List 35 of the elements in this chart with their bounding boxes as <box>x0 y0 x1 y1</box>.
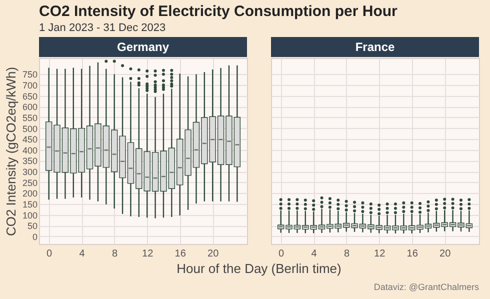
x-tick-label: 8 <box>344 248 350 260</box>
chart-title: CO2 Intensity of Electricity Consumption per Hour <box>39 3 398 20</box>
y-tick-label: 750 <box>22 70 38 80</box>
x-tick-label: 0 <box>278 248 285 260</box>
x-tick-label: 4 <box>311 248 318 260</box>
y-tick-label: 450 <box>22 134 38 145</box>
y-tick-label: 400 <box>22 145 38 156</box>
x-tick-label: 0 <box>46 248 53 260</box>
y-tick-label: 350 <box>22 156 38 166</box>
y-tick-label: 100 <box>22 210 38 220</box>
x-tick-label: 20 <box>208 248 220 260</box>
x-tick-label: 4 <box>79 248 86 260</box>
y-tick-label: 550 <box>22 112 38 123</box>
x-tick-label: 12 <box>142 248 154 260</box>
y-tick-label: 300 <box>22 167 38 178</box>
text: France <box>355 40 395 54</box>
x-tick-label: 8 <box>112 248 118 260</box>
text: Germany <box>116 40 170 54</box>
y-tick-label: 0 <box>32 232 38 242</box>
y-axis-title: CO2 Intensity (gCO2eq/kWh) <box>3 66 18 236</box>
y-tick-label: 700 <box>22 80 38 91</box>
x-tick-label: 16 <box>174 248 186 260</box>
chart-subtitle: 1 Jan 2023 - 31 Dec 2023 <box>39 22 166 34</box>
y-tick-label: 50 <box>27 221 38 232</box>
y-tick-label: 150 <box>22 199 38 210</box>
y-tick-label: 200 <box>22 188 38 199</box>
y-tick-label: 500 <box>22 124 38 134</box>
text: Dataviz: @GrantChalmers <box>374 282 480 292</box>
x-tick-label: 16 <box>406 248 418 260</box>
x-axis-title: Hour of the Day (Berlin time) <box>176 261 342 276</box>
x-tick-label: 12 <box>374 248 386 260</box>
y-tick-label: 650 <box>22 91 38 102</box>
x-tick-label: 20 <box>440 248 452 260</box>
y-tick-label: 250 <box>22 178 38 188</box>
y-tick-label: 600 <box>22 102 38 112</box>
